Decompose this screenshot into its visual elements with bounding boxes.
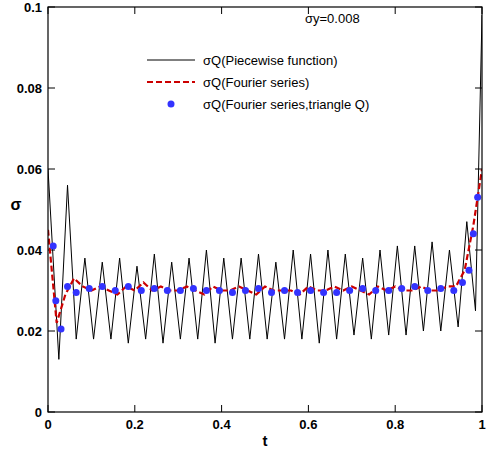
scatter-point xyxy=(385,287,392,294)
x-tick-label: 0.6 xyxy=(299,417,317,432)
scatter-point xyxy=(424,287,431,294)
scatter-point xyxy=(99,283,106,290)
legend-line xyxy=(147,60,195,61)
x-tick-label: 1 xyxy=(478,417,485,432)
series-line xyxy=(48,169,482,323)
y-tick xyxy=(48,169,55,170)
scatter-point xyxy=(294,289,301,296)
x-tick-label: 0.8 xyxy=(386,417,404,432)
scatter-point xyxy=(64,283,71,290)
scatter-point xyxy=(359,285,366,292)
scatter-point xyxy=(50,242,57,249)
x-tick xyxy=(395,405,396,412)
y-tick xyxy=(48,88,55,89)
scatter-point xyxy=(216,287,223,294)
scatter-point xyxy=(437,285,444,292)
scatter-point xyxy=(268,289,275,296)
scatter-point xyxy=(125,283,132,290)
y-tick-label: 0 xyxy=(35,405,42,420)
y-axis-label: σ xyxy=(11,196,22,213)
legend: σQ(Piecewise function) σQ(Fourier series)… xyxy=(147,53,369,112)
x-tick xyxy=(308,405,309,412)
plot-area xyxy=(48,15,482,359)
series-line xyxy=(48,15,482,359)
x-tick-top xyxy=(134,7,135,14)
legend-label: σQ(Fourier series,triangle Q) xyxy=(203,97,369,112)
legend-label: σQ(Fourier series) xyxy=(203,75,309,90)
scatter-point xyxy=(281,287,288,294)
legend-marker xyxy=(168,101,175,108)
scatter-point xyxy=(307,287,314,294)
scatter-point xyxy=(190,285,197,292)
scatter-point xyxy=(58,325,65,332)
scatter-point xyxy=(242,287,249,294)
scatter-point xyxy=(86,285,93,292)
scatter-point xyxy=(203,287,210,294)
scatter-point xyxy=(470,230,477,237)
x-axis-label: t xyxy=(263,432,268,449)
y-tick-label: 0.08 xyxy=(17,81,42,96)
y-tick-label: 0.02 xyxy=(17,324,42,339)
scatter-point xyxy=(164,287,171,294)
y-tick-right xyxy=(475,250,482,251)
scatter-point xyxy=(459,279,466,286)
scatter-point xyxy=(450,287,457,294)
scatter-point xyxy=(52,297,59,304)
scatter-point xyxy=(333,289,340,296)
scatter-point xyxy=(346,287,353,294)
y-tick-right xyxy=(475,331,482,332)
scatter-point xyxy=(112,287,119,294)
scatter-point xyxy=(177,287,184,294)
x-tick-top xyxy=(221,7,222,14)
scatter-point xyxy=(372,287,379,294)
legend-line xyxy=(147,81,195,83)
scatter-point xyxy=(138,287,145,294)
chart: 0 0.2 0.4 0.6 0.8 1 0 0.02 0.04 0.06 0.08 0.1 t σ σy=0… xyxy=(0,0,500,451)
scatter-point xyxy=(73,289,80,296)
scatter-point xyxy=(465,267,472,274)
scatter-point xyxy=(320,289,327,296)
annotation: σy=0.008 xyxy=(305,11,360,26)
y-tick-right xyxy=(475,88,482,89)
x-tick-top xyxy=(395,7,396,14)
y-tick xyxy=(48,331,55,332)
x-tick-label: 0.2 xyxy=(126,417,144,432)
scatter-point xyxy=(255,285,262,292)
scatter-point xyxy=(411,283,418,290)
y-tick-label: 0.1 xyxy=(24,0,42,15)
x-tick xyxy=(134,405,135,412)
plot-frame xyxy=(48,7,482,412)
y-tick-label: 0.04 xyxy=(17,243,43,258)
scatter-point xyxy=(474,194,481,201)
x-tick-label: 0.4 xyxy=(213,417,232,432)
x-tick-label: 0 xyxy=(44,417,51,432)
scatter-point xyxy=(229,289,236,296)
y-tick-label: 0.06 xyxy=(17,162,42,177)
legend-label: σQ(Piecewise function) xyxy=(203,53,337,68)
scatter-point xyxy=(398,285,405,292)
x-tick xyxy=(221,405,222,412)
scatter-point xyxy=(151,285,158,292)
